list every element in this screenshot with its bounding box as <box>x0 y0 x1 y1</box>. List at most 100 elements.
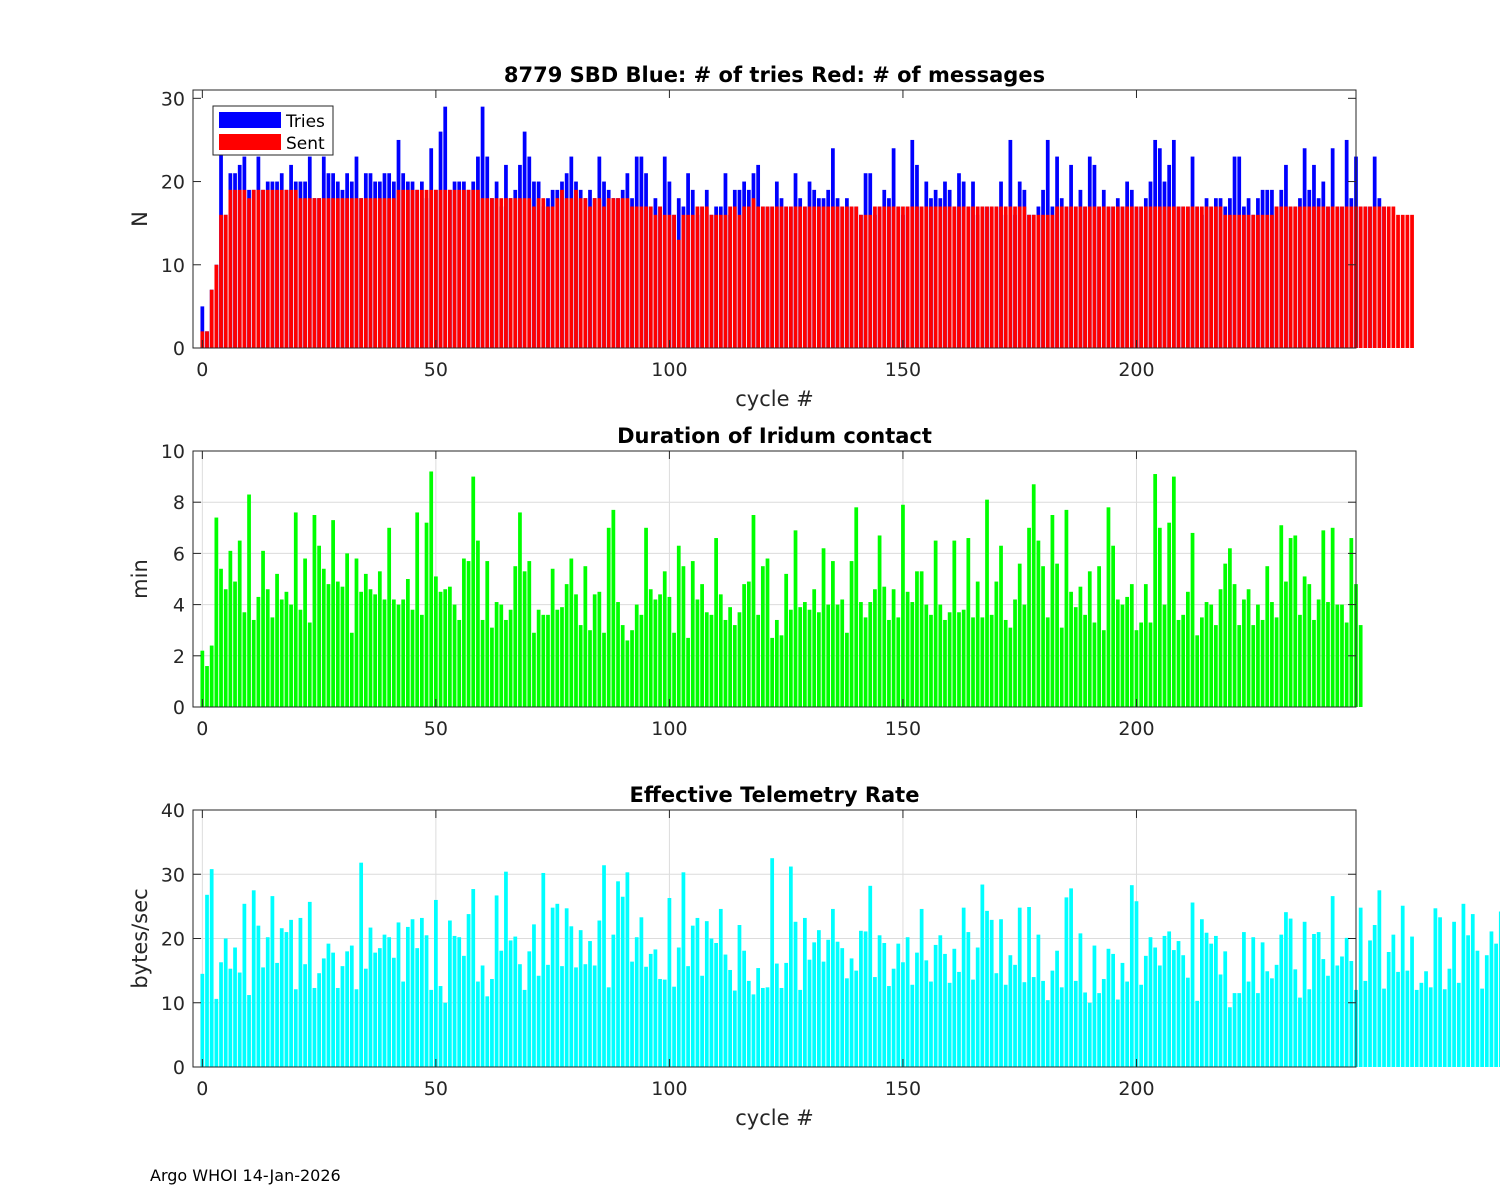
duration-bar-55 <box>457 619 462 707</box>
rate-bar-173 <box>1008 955 1013 1067</box>
sent-bar-203 <box>1148 206 1153 348</box>
sent-bar-172 <box>1003 206 1008 348</box>
rate-bar-76 <box>555 903 560 1067</box>
sent-bar-150 <box>901 206 905 348</box>
sent-bar-2 <box>209 289 214 348</box>
sent-bar-246 <box>1349 206 1354 348</box>
duration-bar-241 <box>1326 602 1330 707</box>
duration-bar-220 <box>1228 548 1232 707</box>
duration-bar-15 <box>270 617 275 707</box>
rate-bar-45 <box>410 919 415 1067</box>
duration-bar-171 <box>999 545 1003 707</box>
rate-bar-204 <box>1153 947 1158 1067</box>
rate-bar-48 <box>424 935 429 1067</box>
rate-bar-272 <box>1470 914 1475 1067</box>
duration-bar-198 <box>1125 596 1130 707</box>
duration-bar-69 <box>522 571 527 707</box>
duration-bar-173 <box>1008 627 1013 707</box>
rate-bar-227 <box>1260 942 1265 1067</box>
rate-bar-127 <box>793 921 798 1067</box>
duration-bar-118 <box>751 515 756 707</box>
rate-bar-100 <box>667 898 672 1067</box>
sent-bar-239 <box>1316 206 1321 348</box>
sent-bar-174 <box>1013 206 1017 348</box>
duration-bar-228 <box>1265 566 1270 707</box>
duration-bar-27 <box>326 584 331 707</box>
rate-bar-161 <box>952 948 957 1067</box>
duration-bar-54 <box>452 604 457 707</box>
sent-bar-178 <box>1031 214 1036 348</box>
duration-bar-242 <box>1330 527 1335 707</box>
rate-bar-23 <box>307 901 312 1067</box>
rate-bar-240 <box>1321 959 1326 1067</box>
y-axis-label: min <box>128 559 152 599</box>
legend-label-tries: Tries <box>285 112 325 132</box>
sent-bar-12 <box>256 189 261 348</box>
sent-bar-90 <box>620 198 625 348</box>
rate-bar-141 <box>859 930 863 1067</box>
rate-bar-101 <box>672 986 676 1067</box>
rate-bar-21 <box>298 917 303 1067</box>
sent-bar-226 <box>1256 214 1260 348</box>
rate-bar-132 <box>817 930 821 1067</box>
duration-bar-11 <box>251 619 256 707</box>
rate-bar-209 <box>1176 941 1181 1067</box>
duration-bar-179 <box>1036 540 1041 707</box>
duration-bar-132 <box>817 612 821 707</box>
sent-bar-57 <box>466 189 471 348</box>
sent-bar-37 <box>373 198 378 348</box>
sent-bar-207 <box>1167 206 1172 348</box>
duration-bar-87 <box>606 527 611 707</box>
sent-bar-208 <box>1171 206 1176 348</box>
x-tick-label: 150 <box>885 359 921 381</box>
rate-bar-193 <box>1101 978 1106 1067</box>
sent-bar-84 <box>592 198 597 348</box>
rate-bar-262 <box>1424 971 1428 1067</box>
rate-bar-103 <box>681 872 686 1067</box>
duration-bar-182 <box>1050 515 1055 707</box>
sent-bar-158 <box>938 206 943 348</box>
duration-bar-158 <box>938 604 943 707</box>
duration-bar-10 <box>247 494 251 707</box>
sent-bar-33 <box>354 198 359 348</box>
rate-bar-192 <box>1097 993 1101 1067</box>
rate-bar-75 <box>550 907 555 1067</box>
rate-bar-186 <box>1069 888 1073 1067</box>
duration-bar-81 <box>578 625 583 707</box>
rate-bar-150 <box>901 962 905 1067</box>
rate-bar-128 <box>798 989 803 1067</box>
rate-bar-213 <box>1195 1000 1200 1067</box>
sent-bar-252 <box>1377 206 1382 348</box>
x-tick-label: 0 <box>196 359 208 381</box>
rate-bar-207 <box>1167 931 1172 1067</box>
rate-bar-93 <box>634 937 639 1067</box>
rate-bar-203 <box>1148 937 1153 1067</box>
y-tick-label: 4 <box>173 595 185 617</box>
rate-bar-154 <box>919 908 924 1067</box>
rate-bar-26 <box>321 958 326 1067</box>
rate-bar-278 <box>1498 911 1500 1067</box>
rate-bar-258 <box>1405 970 1410 1068</box>
rate-bar-270 <box>1461 903 1466 1067</box>
rate-bar-113 <box>728 969 732 1067</box>
sent-bar-56 <box>462 189 466 348</box>
rate-bar-129 <box>802 917 807 1067</box>
duration-bar-189 <box>1083 614 1087 707</box>
sent-bar-3 <box>214 264 219 348</box>
sent-bar-140 <box>854 206 859 348</box>
duration-bar-166 <box>975 581 980 707</box>
sent-bar-259 <box>1410 214 1414 348</box>
duration-bar-48 <box>424 522 429 707</box>
rate-bar-232 <box>1284 912 1288 1067</box>
y-tick-label: 0 <box>173 338 185 360</box>
sent-bar-236 <box>1302 206 1307 348</box>
y-tick-label: 0 <box>173 1057 185 1079</box>
sent-bar-1 <box>205 331 209 348</box>
sent-bar-66 <box>508 198 513 348</box>
rate-bar-131 <box>812 942 817 1067</box>
rate-bar-202 <box>1143 955 1148 1067</box>
duration-bar-88 <box>611 509 616 707</box>
duration-bar-13 <box>261 550 265 707</box>
duration-bar-172 <box>1003 619 1008 707</box>
